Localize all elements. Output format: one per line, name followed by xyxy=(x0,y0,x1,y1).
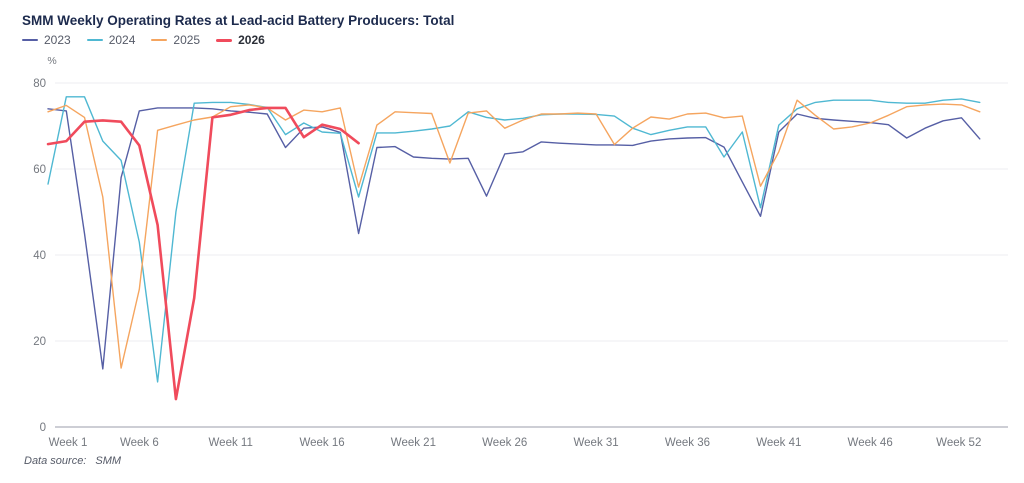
y-tick-label: 60 xyxy=(33,164,46,176)
x-tick-label: Week 21 xyxy=(391,437,436,449)
series-line-2025[interactable] xyxy=(47,99,981,369)
series-line-2023[interactable] xyxy=(47,107,981,370)
y-tick-label: 80 xyxy=(33,78,46,90)
legend-item-2023[interactable]: 2023 xyxy=(22,33,71,47)
data-source-label: Data source: xyxy=(24,455,87,467)
series-line-2024[interactable] xyxy=(47,96,981,383)
x-tick-label: Week 31 xyxy=(574,437,619,449)
y-tick-label: 40 xyxy=(33,250,46,262)
legend-label-2026: 2026 xyxy=(238,33,265,47)
legend-item-2026[interactable]: 2026 xyxy=(216,33,265,47)
x-tick-label: Week 26 xyxy=(482,437,527,449)
x-tick-label: Week 36 xyxy=(665,437,710,449)
x-tick-label: Week 16 xyxy=(299,437,344,449)
x-tick-label: Week 6 xyxy=(120,437,159,449)
y-axis-unit-label: % xyxy=(47,55,56,67)
data-source-value: SMM xyxy=(95,455,122,467)
legend-swatch-2024 xyxy=(86,39,103,41)
x-tick-label: Week 41 xyxy=(756,437,801,449)
legend-swatch-2023 xyxy=(22,39,38,41)
legend-item-2025[interactable]: 2025 xyxy=(151,33,200,47)
chart-title: SMM Weekly Operating Rates at Lead-acid … xyxy=(22,13,455,28)
x-tick-label: Week 46 xyxy=(848,437,893,449)
legend-item-2024[interactable]: 2024 xyxy=(86,33,136,47)
y-tick-label: 20 xyxy=(33,336,46,348)
legend: 2023 2024 2025 2026 xyxy=(22,33,281,47)
y-tick-label: 0 xyxy=(40,422,46,434)
x-tick-label: Week 1 xyxy=(49,437,88,449)
legend-swatch-2026 xyxy=(216,38,233,42)
data-source: Data source: SMM xyxy=(24,455,121,467)
legend-label-2025: 2025 xyxy=(173,33,201,47)
legend-label-2023: 2023 xyxy=(44,33,71,47)
x-tick-label: Week 11 xyxy=(209,437,253,449)
legend-swatch-2025 xyxy=(151,39,168,41)
legend-label-2024: 2024 xyxy=(108,33,136,47)
series-line-2026[interactable] xyxy=(46,106,360,401)
x-tick-label: Week 52 xyxy=(936,437,981,449)
